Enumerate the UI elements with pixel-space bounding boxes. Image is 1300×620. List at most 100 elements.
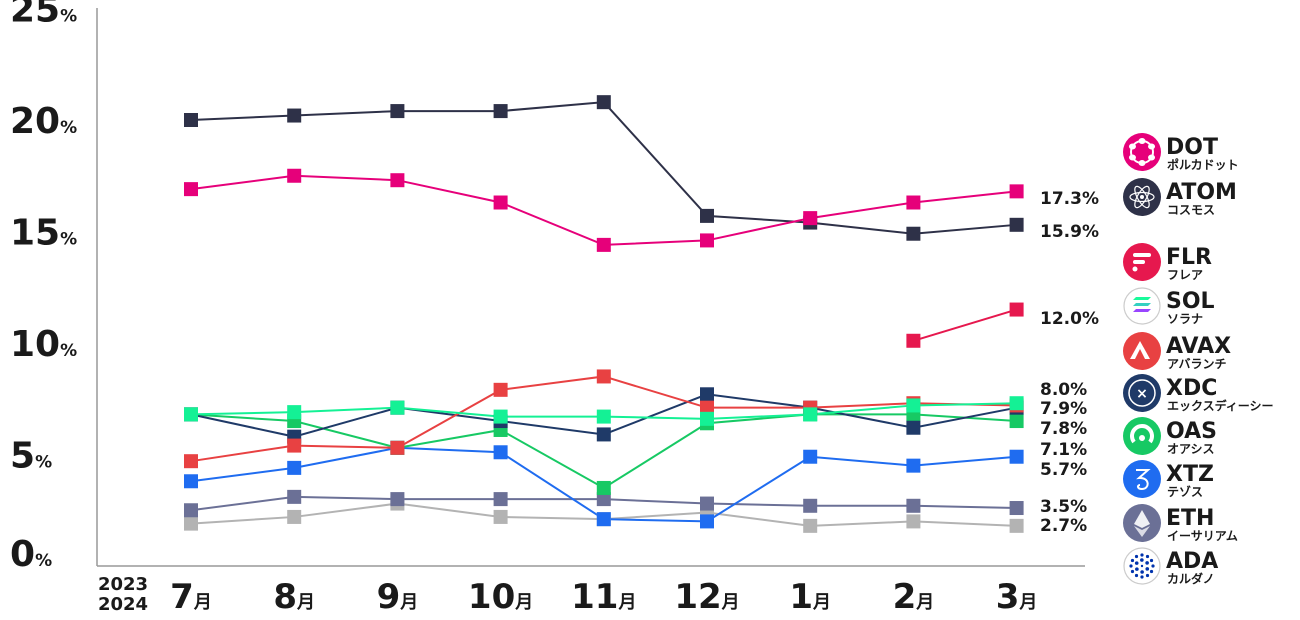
legend-symbol: SOL	[1166, 289, 1215, 314]
dot-point	[184, 182, 198, 197]
sol-point	[390, 400, 405, 415]
y-tick-label: 20%	[10, 101, 77, 142]
eth-point	[493, 492, 508, 507]
atom-point	[184, 113, 198, 127]
dot-point	[596, 237, 611, 252]
xdc-point	[700, 387, 714, 402]
ada-point	[906, 514, 921, 529]
y-tick-label: 15%	[10, 213, 77, 254]
legend-symbol: XTZ	[1166, 462, 1214, 487]
atom-point	[906, 226, 921, 241]
oas-point	[596, 480, 611, 495]
avalanche-icon	[1123, 332, 1161, 370]
xtz-point	[184, 474, 198, 489]
svg-text:×: ×	[1136, 386, 1148, 402]
legend-name: イーサリアム	[1167, 529, 1238, 543]
xtz-point	[493, 445, 508, 460]
avax-point	[700, 400, 714, 415]
atom-point	[700, 208, 714, 223]
atom-point	[390, 104, 405, 119]
dot-series-line	[190, 174, 1017, 246]
polkadot-icon	[1123, 133, 1161, 171]
x-tick-label: 8月	[273, 577, 315, 617]
flr-series-line	[913, 308, 1017, 342]
year-label-start: 2023	[98, 574, 148, 595]
end-value-label: 12.0%	[1040, 309, 1099, 329]
end-value-label: 2.7%	[1040, 516, 1087, 536]
end-value-label: 7.1%	[1040, 440, 1087, 460]
xtz-point	[803, 449, 818, 464]
legend-name: コスモス	[1167, 203, 1215, 217]
cosmos-atom-icon	[1123, 178, 1161, 216]
legend-symbol: ADA	[1166, 549, 1218, 574]
legend-symbol: ETH	[1166, 506, 1214, 531]
legend-name: オアシス	[1167, 442, 1215, 456]
solana-icon	[1123, 287, 1161, 325]
tezos-icon	[1123, 460, 1161, 498]
xdc-icon: ×	[1123, 374, 1161, 412]
flr-point	[906, 333, 921, 348]
dot-point	[287, 168, 302, 183]
y-tick-label: 0%	[10, 534, 52, 575]
legend-name: カルダノ	[1167, 571, 1215, 586]
eth-point	[700, 496, 714, 511]
oas-series-line	[190, 413, 1017, 490]
end-value-label: 5.7%	[1040, 460, 1087, 480]
axes	[96, 8, 1085, 567]
series-markers	[184, 95, 1024, 533]
dot-point	[390, 173, 405, 188]
avax-point	[287, 438, 302, 453]
dot-point	[493, 195, 508, 210]
xtz-point	[700, 514, 714, 529]
atom-point	[1009, 217, 1024, 232]
xtz-point	[596, 512, 611, 527]
dot-point	[1009, 184, 1024, 199]
legend-name: ポルカドット	[1167, 157, 1239, 172]
eth-point	[906, 498, 921, 513]
end-value-label: 15.9%	[1040, 222, 1099, 242]
dot-point	[700, 233, 714, 248]
cardano-icon	[1123, 547, 1161, 585]
flr-point	[1009, 302, 1024, 317]
y-tick-labels: 0% 5% 10% 15% 20% 25%	[10, 0, 77, 575]
x-tick-label: 3月	[996, 577, 1038, 617]
atom-point	[596, 95, 611, 110]
oas-point	[1009, 414, 1024, 429]
xtz-point	[287, 460, 302, 475]
flare-icon	[1123, 243, 1161, 281]
sol-point	[493, 409, 508, 424]
dot-point	[803, 211, 818, 226]
sol-point	[287, 405, 302, 420]
legend-name: エックスディーシー	[1167, 398, 1274, 413]
legend-symbol: AVAX	[1166, 334, 1231, 359]
eth-point	[803, 498, 818, 513]
legend-symbol: XDC	[1166, 376, 1217, 401]
series-lines	[190, 101, 1017, 527]
x-tick-label: 2月	[893, 577, 935, 617]
legend-symbol: ATOM	[1166, 180, 1237, 205]
y-tick-label: 10%	[10, 324, 77, 365]
oasys-icon	[1123, 417, 1161, 455]
ada-point	[287, 509, 302, 524]
x-tick-label: 1月	[789, 577, 831, 617]
xtz-point	[1009, 449, 1024, 464]
end-value-label: 3.5%	[1040, 497, 1087, 517]
eth-point	[390, 492, 405, 507]
avax-point	[184, 454, 198, 469]
xdc-point	[596, 427, 611, 442]
legend-name: ソラナ	[1167, 312, 1203, 326]
legend-name: フレア	[1167, 268, 1203, 282]
y-tick-label: 25%	[10, 0, 77, 31]
avax-point	[390, 440, 405, 455]
eth-point	[596, 492, 611, 507]
x-tick-label: 7月	[170, 577, 212, 617]
end-value-label: 17.3%	[1040, 189, 1099, 209]
ada-point	[493, 509, 508, 524]
atom-point	[287, 108, 302, 123]
x-tick-label: 11月	[571, 577, 636, 617]
end-value-label: 7.8%	[1040, 419, 1087, 439]
end-value-label: 8.0%	[1040, 380, 1087, 400]
ada-point	[803, 518, 818, 533]
